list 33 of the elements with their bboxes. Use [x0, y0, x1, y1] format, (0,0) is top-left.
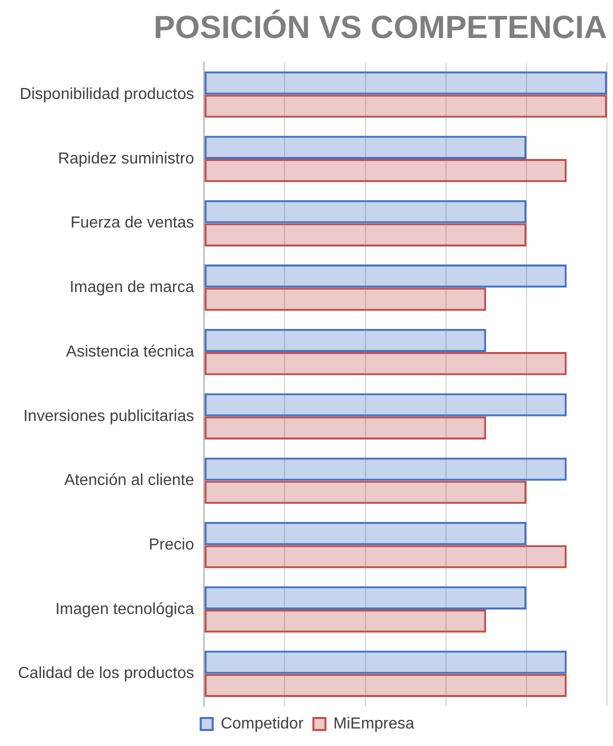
bar — [204, 328, 486, 352]
legend-label: MiEmpresa — [333, 715, 414, 732]
bar — [204, 264, 567, 288]
bar — [204, 94, 607, 118]
bar — [204, 416, 486, 440]
bar — [204, 522, 526, 546]
chart-title: POSICIÓN VS COMPETENCIA — [154, 9, 607, 46]
y-tick-label: Atención al cliente — [64, 472, 194, 490]
y-tick-label: Calidad de los productos — [18, 665, 194, 682]
y-tick-label: Precio — [148, 536, 194, 554]
bar — [204, 352, 567, 376]
bar — [204, 586, 526, 610]
bar — [204, 288, 486, 311]
y-tick-label: Asistencia técnica — [66, 343, 194, 360]
legend-label: Competidor — [220, 715, 304, 732]
y-tick-label: Inversiones publicitarias — [23, 408, 194, 425]
bar — [204, 158, 567, 182]
y-tick-label: Fuerza de ventas — [70, 214, 194, 232]
bar — [204, 136, 526, 159]
bar — [204, 393, 567, 416]
y-tick-label: Rapidez suministro — [58, 150, 194, 168]
bar — [204, 200, 526, 224]
bar — [204, 71, 607, 95]
y-tick-label: Imagen tecnológica — [55, 600, 194, 618]
bar — [204, 650, 567, 674]
y-tick-label: Disponibilidad productos — [20, 86, 194, 103]
y-tick-label: Imagen de marca — [70, 279, 194, 296]
bar — [204, 545, 567, 568]
bar — [204, 458, 567, 481]
bar — [204, 609, 486, 633]
bar — [204, 223, 526, 246]
bar — [204, 674, 567, 697]
bar — [204, 480, 526, 504]
